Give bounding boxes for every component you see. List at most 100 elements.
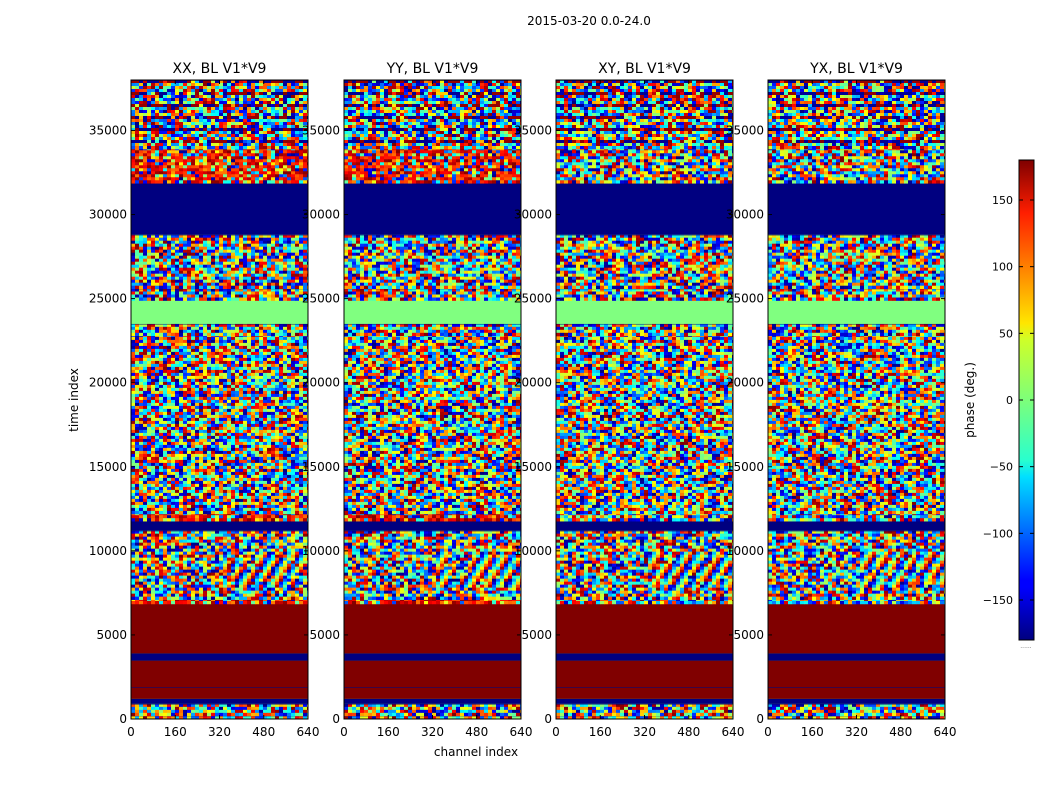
figure-suptitle: 2015-03-20 0.0-24.0 [0, 14, 1050, 28]
x-tick-label: 480 [677, 725, 700, 739]
x-tick-label: 0 [552, 725, 560, 739]
band-separator [768, 323, 945, 325]
band-separator [131, 698, 308, 700]
band-separator [768, 703, 945, 705]
band-separator [131, 530, 308, 532]
band-solid [344, 698, 521, 704]
band-separator [131, 234, 308, 236]
panel-title: YY, BL V1*V9 [386, 61, 479, 77]
band-solid [768, 518, 945, 531]
y-tick-label: 35000 [514, 123, 552, 137]
panel-1: YY, BL V1*V9 0 160 320 480 640 0 5000 10000 15000… [302, 61, 533, 739]
x-tick-label: 160 [801, 725, 824, 739]
y-tick-label: 20000 [514, 376, 552, 390]
band-solid [344, 518, 521, 531]
band-separator [556, 653, 733, 655]
y-tick-label: 15000 [89, 460, 127, 474]
band-solid [768, 698, 945, 704]
y-tick-label: 5000 [96, 628, 127, 642]
panel-title: XX, BL V1*V9 [173, 61, 267, 77]
y-tick-label: 10000 [302, 544, 340, 558]
band-solid [344, 687, 521, 699]
band-separator [344, 653, 521, 655]
y-tick-label: 10000 [726, 544, 764, 558]
band-solid [344, 602, 521, 654]
x-tick-label: 640 [934, 725, 957, 739]
y-tick-label: 20000 [726, 376, 764, 390]
band-solid [131, 298, 308, 324]
y-tick-label: 25000 [302, 292, 340, 306]
panel-title: XY, BL V1*V9 [598, 61, 691, 77]
band-separator [131, 660, 308, 661]
band-solid [556, 182, 733, 235]
y-tick-label: 5000 [733, 628, 764, 642]
band-solid [344, 653, 521, 661]
colorbar-tick-label: 100 [992, 261, 1013, 274]
x-tick-label: 320 [633, 725, 656, 739]
panel-0-image [131, 80, 308, 719]
y-tick-label: 35000 [302, 123, 340, 137]
x-tick-label: 160 [589, 725, 612, 739]
x-tick-label: 480 [252, 725, 275, 739]
y-tick-label: 10000 [514, 544, 552, 558]
panel-0: XX, BL V1*V9 0 160 320 480 640 0 5000 10000 15000… [89, 61, 320, 739]
colorbar-tick-label: 50 [999, 327, 1013, 340]
y-tick-label: 0 [544, 712, 552, 726]
y-tick-label: 0 [756, 712, 764, 726]
band-solid [556, 660, 733, 688]
band-separator [556, 660, 733, 661]
x-axis-label: channel index [434, 745, 518, 759]
y-tick-label: 15000 [726, 460, 764, 474]
y-tick-label: 25000 [89, 292, 127, 306]
band-solid [556, 298, 733, 324]
y-tick-label: 10000 [89, 544, 127, 558]
colorbar: phase (deg.) ...... −150 −100 −50 0 50 100 150 [963, 159, 1035, 650]
band-separator [131, 653, 308, 655]
colorbar-label: phase (deg.) [963, 362, 977, 438]
y-tick-label: 30000 [89, 208, 127, 222]
band-solid [556, 518, 733, 531]
panel-title: YX, BL V1*V9 [809, 61, 903, 77]
y-tick-label: 30000 [726, 208, 764, 222]
colorbar-footnote: ...... [1020, 643, 1032, 650]
band-solid [556, 698, 733, 704]
band-separator [556, 234, 733, 236]
panel-1-image [344, 80, 521, 719]
band-solid [768, 298, 945, 324]
band-separator [768, 698, 945, 700]
panel-2: XY, BL V1*V9 0 160 320 480 640 0 5000 10000 15000… [514, 61, 745, 739]
colorbar-tick-label: −100 [983, 527, 1013, 540]
y-tick-label: 30000 [514, 208, 552, 222]
x-tick-label: 640 [297, 725, 320, 739]
y-tick-label: 5000 [521, 628, 552, 642]
band-separator [344, 698, 521, 700]
x-tick-label: 160 [377, 725, 400, 739]
y-tick-label: 25000 [514, 292, 552, 306]
band-separator [768, 653, 945, 655]
band-separator [556, 698, 733, 700]
band-solid [131, 602, 308, 654]
band-separator [131, 323, 308, 325]
band-solid [768, 653, 945, 661]
band-solid [768, 182, 945, 235]
band-solid [131, 660, 308, 688]
x-tick-label: 640 [722, 725, 745, 739]
band-separator [344, 530, 521, 532]
band-separator [556, 687, 733, 688]
y-tick-label: 0 [119, 712, 127, 726]
y-tick-label: 0 [332, 712, 340, 726]
colorbar-tick-label: −50 [990, 461, 1013, 474]
band-separator [344, 234, 521, 236]
colorbar-tick-label: −150 [983, 594, 1013, 607]
y-tick-label: 25000 [726, 292, 764, 306]
band-separator [556, 530, 733, 532]
band-solid [556, 602, 733, 654]
colorbar-tick-label: 150 [992, 194, 1013, 207]
band-separator [131, 703, 308, 705]
y-tick-label: 20000 [302, 376, 340, 390]
panel-2-image [556, 80, 733, 719]
band-solid [768, 687, 945, 699]
band-separator [556, 323, 733, 325]
panel-3: YX, BL V1*V9 0 160 320 480 640 0 5000 10000 15000… [726, 61, 957, 739]
